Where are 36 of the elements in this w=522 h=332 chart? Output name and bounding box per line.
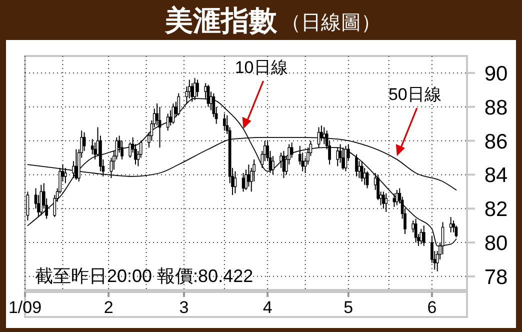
candlestick xyxy=(376,174,380,201)
y-tick-label: 86 xyxy=(484,130,508,154)
candlestick xyxy=(242,172,245,192)
candlestick xyxy=(360,160,364,182)
candlestick xyxy=(384,192,388,212)
y-tick-label: 90 xyxy=(484,62,508,86)
annotation: 10日線 xyxy=(234,58,288,77)
x-tick-label: 6 xyxy=(427,298,437,317)
y-tick-label: 84 xyxy=(484,164,508,188)
candlestick xyxy=(355,154,358,177)
annotation: 50日線 xyxy=(388,85,442,104)
candlestick xyxy=(234,170,237,194)
candlestick xyxy=(64,167,67,184)
candlestick xyxy=(40,184,43,216)
candlestick xyxy=(94,142,96,160)
candlestick xyxy=(223,113,226,132)
x-tick-label: 4 xyxy=(262,298,272,317)
x-tick-label: 1/09 xyxy=(8,298,42,317)
x-tick-label: 5 xyxy=(344,298,354,317)
candlestick xyxy=(166,113,170,132)
candlestick xyxy=(396,189,398,206)
candlestick xyxy=(128,142,132,158)
candlestick xyxy=(382,191,385,210)
y-tick-label: 82 xyxy=(484,198,508,222)
chart-subtitle: （日線圖） xyxy=(281,12,381,34)
candlestick xyxy=(414,218,418,244)
x-tick-label: 2 xyxy=(104,298,114,317)
candlestick xyxy=(342,147,344,170)
candlestick xyxy=(336,147,340,167)
annotation: 截至昨日20:00 報價:80.422 xyxy=(35,266,254,286)
chart-title: 美滙指數 xyxy=(164,5,278,36)
y-tick-label: 80 xyxy=(484,232,508,256)
x-tick-label: 3 xyxy=(179,298,189,317)
candlestick xyxy=(422,225,426,246)
y-tick-label: 78 xyxy=(484,266,508,289)
y-tick-label: 88 xyxy=(484,96,508,120)
